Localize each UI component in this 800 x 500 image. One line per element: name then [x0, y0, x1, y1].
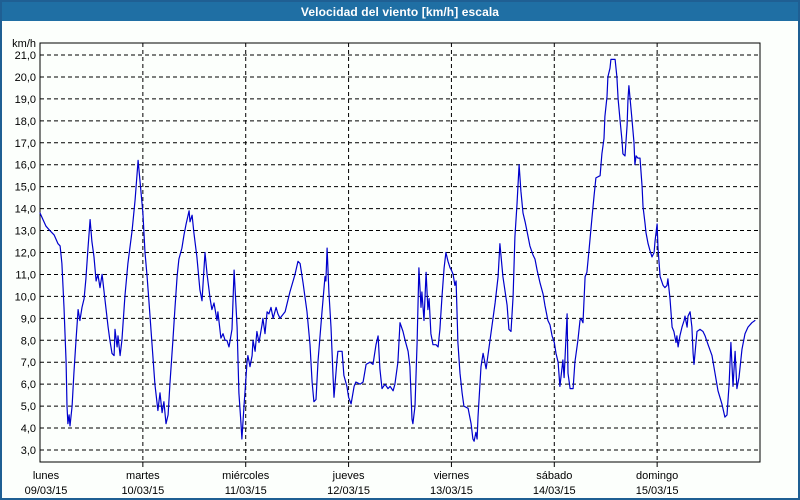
y-tick-label: 18,0	[15, 116, 36, 128]
day-date-label: 12/03/15	[327, 485, 370, 497]
wind-speed-line	[39, 58, 756, 442]
day-weekday-label: viernes	[434, 470, 470, 482]
day-weekday-label: lunes	[33, 470, 60, 482]
day-date-label: 13/03/15	[430, 485, 473, 497]
day-date-label: 09/03/15	[25, 485, 68, 497]
day-date-label: 10/03/15	[121, 485, 164, 497]
y-tick-label: 15,0	[15, 182, 36, 194]
y-tick-label: 5,0	[21, 401, 36, 413]
y-tick-label: 11,0	[15, 269, 36, 281]
y-tick-label: 9,0	[21, 313, 36, 325]
day-weekday-label: jueves	[332, 470, 365, 482]
title-bar: Velocidad del viento [km/h] escala	[2, 2, 798, 21]
day-weekday-label: sábado	[536, 470, 572, 482]
day-date-label: 15/03/15	[636, 485, 679, 497]
day-date-label: 14/03/15	[533, 485, 576, 497]
y-tick-label: 4,0	[21, 423, 36, 435]
chart-title: Velocidad del viento [km/h] escala	[300, 4, 500, 19]
y-tick-label: 6,0	[21, 379, 36, 391]
y-tick-label: 10,0	[15, 291, 36, 303]
y-tick-label: 13,0	[15, 226, 36, 238]
day-weekday-label: miércoles	[222, 470, 270, 482]
y-tick-label: 21,0	[15, 50, 36, 62]
y-tick-label: 3,0	[21, 445, 36, 457]
y-tick-label: 12,0	[15, 248, 36, 260]
y-tick-label: 20,0	[15, 72, 36, 84]
y-tick-label: 19,0	[15, 94, 36, 106]
y-axis-unit-label: km/h	[12, 38, 36, 50]
y-tick-label: 17,0	[15, 138, 36, 150]
y-tick-label: 16,0	[15, 160, 36, 172]
day-weekday-label: martes	[126, 470, 160, 482]
y-tick-label: 7,0	[21, 357, 36, 369]
day-date-label: 11/03/15	[225, 485, 267, 497]
y-tick-label: 14,0	[15, 204, 36, 216]
y-tick-label: 8,0	[21, 335, 36, 347]
day-weekday-label: domingo	[636, 470, 678, 482]
plot-box	[39, 42, 761, 463]
